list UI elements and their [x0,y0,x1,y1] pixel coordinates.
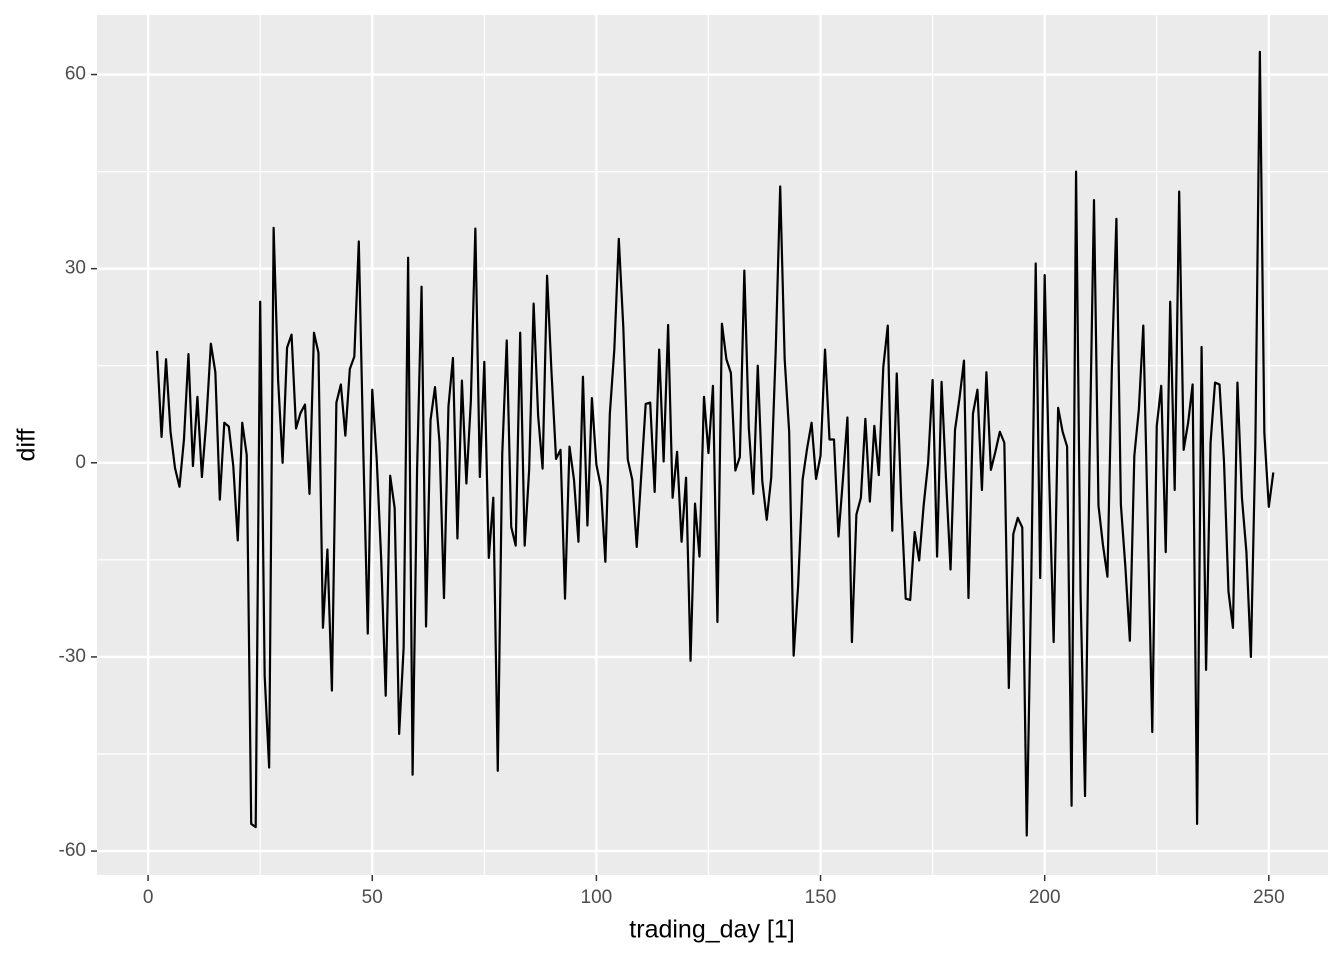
y-tick-label: 0 [75,452,86,473]
panel [97,15,1328,875]
y-axis-title: diff [13,429,41,462]
y-tick-label: -60 [59,840,86,861]
x-tick-label: 150 [805,887,837,908]
y-tick-label: 30 [65,258,86,279]
x-tick-label: 250 [1253,887,1285,908]
x-tick-label: 200 [1029,887,1061,908]
x-tick-label: 0 [143,887,154,908]
y-tick-label: 60 [65,64,86,85]
line [155,50,1275,837]
y-tick-label: -30 [59,646,86,667]
x-tick-label: 50 [362,887,383,908]
x-axis-title: trading_day [1] [629,916,794,944]
x-tick-label: 100 [581,887,613,908]
